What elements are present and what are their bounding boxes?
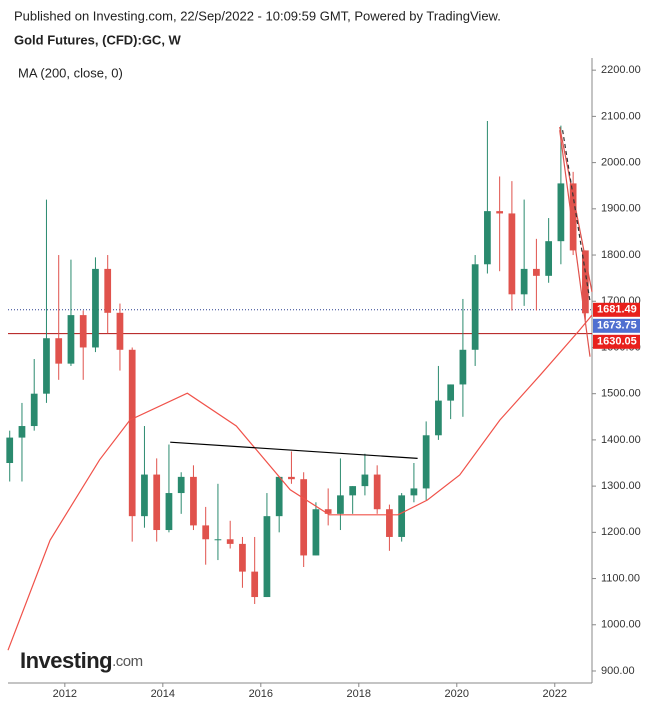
candle-body xyxy=(263,516,271,598)
candle-body xyxy=(79,315,87,348)
price-label-box xyxy=(593,318,640,333)
candle-body xyxy=(373,474,381,510)
candle-body xyxy=(496,211,504,214)
logo-suffix: .com xyxy=(112,653,143,670)
candle-body xyxy=(337,495,344,514)
logo-main: Investing xyxy=(20,648,112,673)
y-tick-label: 1500.00 xyxy=(601,388,641,400)
x-tick-label: 2016 xyxy=(249,688,273,700)
candle-body xyxy=(569,183,577,251)
price-label: 1681.49 xyxy=(597,304,637,316)
trend-line xyxy=(170,441,418,459)
candle-body xyxy=(398,495,406,537)
candle-body xyxy=(484,211,491,265)
candle-body xyxy=(202,525,210,540)
candle-body xyxy=(226,539,234,544)
candle-body xyxy=(116,312,124,350)
candle-body xyxy=(582,250,589,314)
candle-body xyxy=(92,268,99,348)
y-tick-label: 2000.00 xyxy=(601,157,641,169)
candle-body xyxy=(520,268,528,295)
y-tick-label: 1400.00 xyxy=(601,434,641,446)
candle-body xyxy=(43,338,50,394)
price-label: 1673.75 xyxy=(597,320,637,332)
candle-body xyxy=(104,268,112,313)
candle-body xyxy=(288,476,295,480)
candle-body xyxy=(153,474,161,531)
candle-body xyxy=(67,315,75,364)
chart-title: Published on Investing.com, 22/Sep/2022 … xyxy=(14,8,501,23)
candle-body xyxy=(533,268,540,276)
price-label-box xyxy=(593,334,640,349)
candle-body xyxy=(30,393,38,427)
candle-body xyxy=(410,488,418,496)
candle-body xyxy=(545,241,553,276)
logo: Investing.com xyxy=(20,648,143,673)
y-tick-label: 1100.00 xyxy=(601,572,640,584)
y-tick-label: 1000.00 xyxy=(601,619,641,631)
ma-line xyxy=(7,314,593,651)
chart-subtitle: Gold Futures, (CFD):GC, W xyxy=(14,32,182,47)
candle-body xyxy=(557,183,565,242)
candle-body xyxy=(214,539,222,541)
price-label: 1630.05 xyxy=(597,336,637,348)
trend-line xyxy=(562,130,591,302)
x-tick-label: 2020 xyxy=(445,688,469,700)
candle-body xyxy=(324,509,332,514)
candle-body xyxy=(459,349,467,385)
x-tick-label: 2014 xyxy=(151,688,175,700)
y-tick-label: 1800.00 xyxy=(601,249,641,261)
y-tick-label: 2100.00 xyxy=(601,110,641,122)
candle-body xyxy=(471,264,479,350)
candle-body xyxy=(422,435,430,489)
candle-body xyxy=(386,509,393,537)
trend-line xyxy=(559,130,591,357)
candle-body xyxy=(251,571,259,598)
candle-body xyxy=(435,400,442,436)
y-tick-label: 2200.00 xyxy=(601,64,641,76)
candle-body xyxy=(165,493,173,531)
candle-body xyxy=(190,476,197,526)
candle-body xyxy=(300,479,308,556)
candle-body xyxy=(275,476,283,517)
x-tick-label: 2012 xyxy=(53,688,77,700)
candle-body xyxy=(361,474,369,487)
y-tick-label: 900.00 xyxy=(601,665,635,677)
y-tick-label: 1200.00 xyxy=(601,526,641,538)
candle-body xyxy=(177,476,185,494)
indicator-legend: MA (200, close, 0) xyxy=(18,65,123,80)
candle-body xyxy=(312,509,320,556)
y-tick-label: 1300.00 xyxy=(601,480,641,492)
price-label-box xyxy=(593,302,640,317)
y-tick-label: 1900.00 xyxy=(601,203,641,215)
candle-body xyxy=(508,213,516,295)
candle-body xyxy=(141,474,148,517)
candle-body xyxy=(55,338,63,364)
candle-body xyxy=(128,349,136,517)
candle-body xyxy=(239,543,246,572)
x-tick-label: 2022 xyxy=(543,688,567,700)
candle-body xyxy=(18,426,26,438)
candle-body xyxy=(447,384,455,401)
candle-body xyxy=(6,437,14,464)
x-tick-label: 2018 xyxy=(347,688,371,700)
candle-body xyxy=(349,486,357,496)
